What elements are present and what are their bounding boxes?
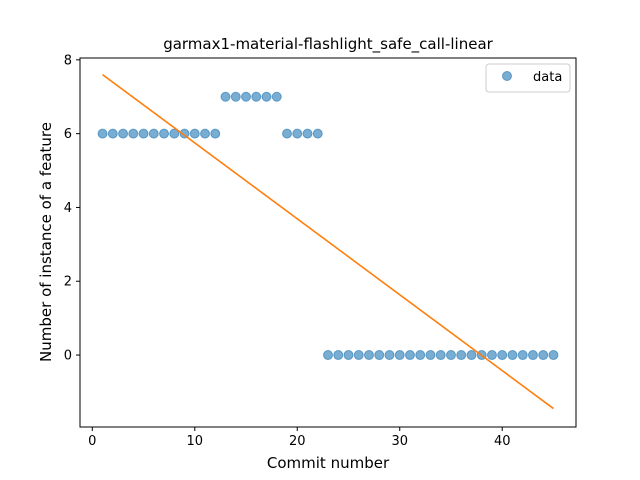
x-tick-label: 40 bbox=[494, 434, 511, 449]
data-point bbox=[425, 350, 436, 361]
data-point bbox=[138, 128, 149, 139]
y-tick-label: 8 bbox=[64, 53, 72, 68]
x-tick-label: 30 bbox=[391, 434, 408, 449]
data-point bbox=[435, 350, 446, 361]
legend-label-data: data bbox=[533, 70, 562, 85]
data-point bbox=[97, 128, 108, 139]
data-point bbox=[169, 128, 180, 139]
data-point bbox=[333, 350, 344, 361]
data-point bbox=[323, 350, 333, 361]
y-tick-label: 2 bbox=[64, 275, 72, 290]
data-point bbox=[363, 350, 374, 361]
data-point bbox=[241, 91, 252, 102]
x-tick-label: 10 bbox=[187, 434, 204, 449]
chart-title: garmax1-material-flashlight_safe_call-li… bbox=[163, 35, 493, 54]
data-point bbox=[466, 350, 477, 361]
data-point bbox=[456, 350, 467, 361]
data-point bbox=[159, 128, 170, 139]
data-point bbox=[220, 91, 231, 102]
data-point bbox=[189, 128, 200, 139]
data-point bbox=[343, 350, 354, 361]
data-point bbox=[210, 128, 221, 139]
data-point bbox=[384, 350, 395, 361]
data-point bbox=[179, 128, 190, 139]
fit-line bbox=[102, 73, 554, 410]
x-tick-label: 0 bbox=[88, 434, 96, 449]
data-point bbox=[107, 128, 118, 139]
data-point bbox=[486, 350, 497, 361]
legend-marker-data bbox=[502, 71, 512, 81]
data-point bbox=[353, 350, 364, 361]
y-tick-label: 0 bbox=[64, 349, 72, 364]
x-axis-ticks: 0 10 20 30 40 bbox=[88, 427, 510, 449]
data-point bbox=[445, 350, 456, 361]
data-point bbox=[251, 91, 262, 102]
data-point bbox=[282, 128, 293, 139]
data-point bbox=[538, 350, 549, 361]
y-axis-label: Number of instance of a feature bbox=[37, 122, 55, 362]
data-point bbox=[292, 128, 303, 139]
data-point bbox=[404, 350, 415, 361]
y-axis-ticks: 0 2 4 6 8 bbox=[64, 53, 80, 364]
legend: data bbox=[485, 63, 571, 93]
data-point bbox=[517, 350, 528, 361]
plot-marks bbox=[97, 73, 559, 410]
data-point bbox=[200, 128, 211, 139]
y-tick-label: 6 bbox=[64, 127, 72, 142]
data-point bbox=[230, 91, 241, 102]
data-point bbox=[261, 91, 272, 102]
data-point bbox=[548, 350, 559, 361]
data-point bbox=[415, 350, 426, 361]
data-point bbox=[527, 350, 538, 361]
data-point bbox=[497, 350, 508, 361]
data-point bbox=[118, 128, 129, 139]
y-tick-label: 4 bbox=[64, 201, 72, 216]
data-point bbox=[312, 128, 323, 139]
data-point bbox=[128, 128, 139, 139]
x-tick-label: 20 bbox=[289, 434, 306, 449]
data-point bbox=[271, 91, 282, 102]
x-axis-label: Commit number bbox=[267, 454, 390, 472]
data-point bbox=[374, 350, 385, 361]
data-point bbox=[507, 350, 518, 361]
data-point bbox=[148, 128, 159, 139]
plot-frame bbox=[79, 57, 577, 428]
data-point bbox=[394, 350, 405, 361]
data-point bbox=[302, 128, 313, 139]
